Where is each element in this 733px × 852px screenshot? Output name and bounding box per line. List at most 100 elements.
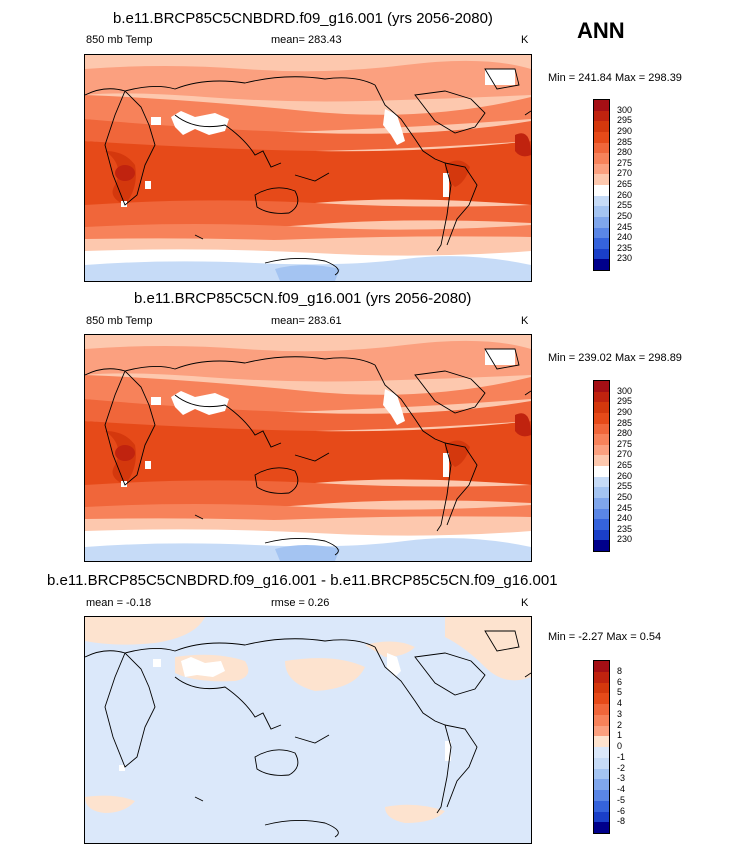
colorbar-tick-label: 285 xyxy=(617,136,633,147)
panel-1-mean-label: mean= 283.43 xyxy=(271,34,342,46)
colorbar-swatch xyxy=(594,381,609,392)
colorbar-tick-label: 295 xyxy=(617,115,633,126)
colorbar-swatch xyxy=(594,142,609,154)
colorbar-tick-label: 5 xyxy=(617,687,623,698)
colorbar-tick-label: 290 xyxy=(617,406,633,417)
colorbar-swatch xyxy=(594,412,609,424)
colorbar-swatch xyxy=(594,790,609,801)
colorbar-swatch xyxy=(594,248,609,260)
colorbar-tick-label: 230 xyxy=(617,534,633,545)
colorbar-swatch xyxy=(594,476,609,488)
colorbar-tick-label: 240 xyxy=(617,513,633,524)
panel-3-minmax-label: Min = -2.27 Max = 0.54 xyxy=(548,631,662,643)
colorbar-swatch xyxy=(594,185,609,196)
colorbar-swatch xyxy=(594,206,609,217)
panel-3-rmse-label: rmse = 0.26 xyxy=(271,597,330,609)
colorbar-swatch xyxy=(594,174,609,185)
colorbar-tick-label: 280 xyxy=(617,428,633,439)
colorbar-swatch xyxy=(594,121,609,132)
panel-2-colorbar xyxy=(593,380,610,552)
colorbar-swatch xyxy=(594,768,609,780)
colorbar-tick-label: 275 xyxy=(617,157,633,168)
colorbar-swatch xyxy=(594,693,609,704)
colorbar-swatch xyxy=(594,163,609,175)
colorbar-swatch xyxy=(594,519,609,530)
colorbar-swatch xyxy=(594,216,609,228)
colorbar-swatch xyxy=(594,661,609,672)
colorbar-swatch xyxy=(594,714,609,726)
colorbar-swatch xyxy=(594,811,609,823)
colorbar-tick-label: 250 xyxy=(617,491,633,502)
colorbar-swatch xyxy=(594,671,609,683)
panel-1-map xyxy=(84,54,532,282)
colorbar-tick-label: 255 xyxy=(617,481,633,492)
colorbar-tick-label: 265 xyxy=(617,460,633,470)
panel-1-title: b.e11.BRCP85C5CNBDRD.f09_g16.001 (yrs 20… xyxy=(113,10,493,27)
colorbar-swatch xyxy=(594,779,609,790)
panel-1-minmax-label: Min = 241.84 Max = 298.39 xyxy=(548,72,682,84)
colorbar-tick-label: 8 xyxy=(617,665,623,676)
colorbar-tick-label: 0 xyxy=(617,741,623,751)
colorbar-tick-label: 6 xyxy=(617,676,623,687)
colorbar-swatch xyxy=(594,757,609,769)
colorbar-swatch xyxy=(594,423,609,435)
panel-3-map xyxy=(84,616,532,844)
colorbar-tick-label: 3 xyxy=(617,708,623,719)
panel-1-colorbar xyxy=(593,99,610,271)
panel-3-colorbar xyxy=(593,660,610,834)
colorbar-swatch xyxy=(594,466,609,477)
colorbar-tick-label: 4 xyxy=(617,698,623,708)
colorbar-tick-label: 270 xyxy=(617,168,633,179)
colorbar-tick-label: 1 xyxy=(617,730,623,741)
colorbar-tick-label: 235 xyxy=(617,523,633,534)
colorbar-tick-label: -6 xyxy=(617,805,626,816)
colorbar-tick-label: 2 xyxy=(617,719,623,730)
panel-2-map xyxy=(84,334,532,562)
colorbar-tick-label: -3 xyxy=(617,773,626,784)
panel-1-units-label: K xyxy=(521,34,529,46)
colorbar-swatch xyxy=(594,682,609,694)
colorbar-tick-label: -2 xyxy=(617,762,626,773)
panel-2-mean-label: mean= 283.61 xyxy=(271,315,342,327)
colorbar-tick-label: 275 xyxy=(617,438,633,449)
colorbar-swatch xyxy=(594,195,609,207)
colorbar-tick-label: 255 xyxy=(617,200,633,211)
colorbar-swatch xyxy=(594,736,609,747)
colorbar-tick-label: 235 xyxy=(617,242,633,253)
season-label: ANN xyxy=(577,18,625,43)
colorbar-swatch xyxy=(594,391,609,403)
panel-3-units-label: K xyxy=(521,597,529,609)
panel-2-title: b.e11.BRCP85C5CN.f09_g16.001 (yrs 2056-2… xyxy=(134,290,472,307)
colorbar-swatch xyxy=(594,508,609,520)
colorbar-tick-label: 295 xyxy=(617,396,633,407)
colorbar-swatch xyxy=(594,110,609,122)
colorbar-tick-label: 260 xyxy=(617,470,633,481)
colorbar-tick-label: 250 xyxy=(617,210,633,221)
colorbar-tick-label: 280 xyxy=(617,147,633,158)
colorbar-tick-label: 230 xyxy=(617,253,633,264)
colorbar-swatch xyxy=(594,227,609,239)
panel-3-title: b.e11.BRCP85C5CNBDRD.f09_g16.001 - b.e11… xyxy=(47,572,558,589)
colorbar-swatch xyxy=(594,540,609,551)
colorbar-tick-label: 300 xyxy=(617,104,633,115)
colorbar-swatch xyxy=(594,487,609,498)
colorbar-swatch xyxy=(594,822,609,833)
colorbar-swatch xyxy=(594,259,609,270)
colorbar-tick-label: -5 xyxy=(617,794,626,805)
colorbar-swatch xyxy=(594,402,609,413)
colorbar-swatch xyxy=(594,747,609,758)
colorbar-swatch xyxy=(594,238,609,249)
colorbar-swatch xyxy=(594,100,609,111)
colorbar-tick-label: -4 xyxy=(617,784,626,794)
panel-2-units-label: K xyxy=(521,315,529,327)
colorbar-tick-label: 265 xyxy=(617,179,633,189)
colorbar-swatch xyxy=(594,455,609,466)
colorbar-tick-label: 290 xyxy=(617,125,633,136)
colorbar-swatch xyxy=(594,704,609,715)
colorbar-swatch xyxy=(594,444,609,456)
panel-3-mean-label: mean = -0.18 xyxy=(86,597,152,609)
panel-2-minmax-label: Min = 239.02 Max = 298.89 xyxy=(548,352,682,364)
colorbar-swatch xyxy=(594,497,609,509)
colorbar-tick-label: -8 xyxy=(617,816,626,827)
colorbar-swatch xyxy=(594,529,609,541)
